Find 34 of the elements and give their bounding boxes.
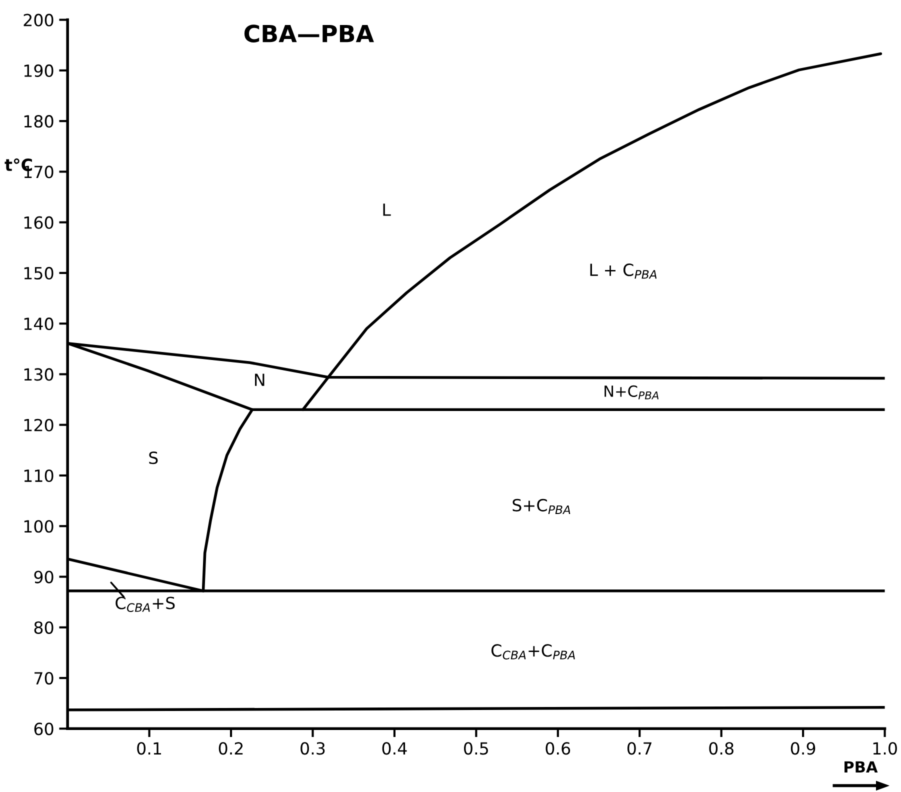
x-tick-label: 1.0 bbox=[873, 742, 897, 755]
y-tick-label: 90 bbox=[34, 570, 54, 584]
y-tick-label: 120 bbox=[24, 418, 54, 432]
x-tick-label: 0.6 bbox=[546, 742, 570, 755]
annotation: S+C$_{PBA}$ bbox=[512, 498, 570, 514]
y-tick-label: 110 bbox=[24, 469, 54, 482]
y-tick-label: 70 bbox=[34, 672, 54, 685]
x-axis-title: PBA bbox=[844, 761, 878, 772]
y-tick-label: 100 bbox=[24, 520, 54, 533]
x-tick-label: 0.8 bbox=[709, 742, 734, 755]
chart-title: CBA—PBA bbox=[244, 24, 374, 42]
x-tick-label: 0.9 bbox=[790, 742, 816, 755]
x-tick-label: 0.7 bbox=[627, 742, 652, 755]
y-tick-label: 190 bbox=[24, 64, 54, 77]
x-tick-label: 0.4 bbox=[382, 742, 407, 755]
y-tick-label: 180 bbox=[24, 115, 54, 128]
y-tick-label: 80 bbox=[34, 621, 54, 634]
annotation: L bbox=[383, 204, 391, 216]
x-tick-label: 0.3 bbox=[300, 742, 325, 755]
y-tick-label: 160 bbox=[24, 216, 54, 229]
annotation: L + C$_{PBA}$ bbox=[590, 264, 657, 279]
y-tick-label: 60 bbox=[34, 722, 54, 736]
annotation: S bbox=[149, 452, 158, 464]
y-tick-label: 140 bbox=[24, 318, 54, 330]
annotation: C$_{CBA}$+S bbox=[116, 596, 175, 612]
x-tick-label: 0.5 bbox=[464, 742, 488, 755]
y-tick-label: 200 bbox=[24, 14, 54, 26]
annotation: N bbox=[255, 374, 264, 386]
y-tick-label: 150 bbox=[24, 266, 54, 280]
annotation: C$_{CBA}$+C$_{PBA}$ bbox=[491, 644, 575, 660]
annotation: N+C$_{PBA}$ bbox=[604, 385, 659, 400]
x-tick-label: 0.2 bbox=[218, 742, 243, 755]
x-tick-label: 0.1 bbox=[137, 742, 162, 755]
y-tick-label: 130 bbox=[24, 368, 54, 381]
